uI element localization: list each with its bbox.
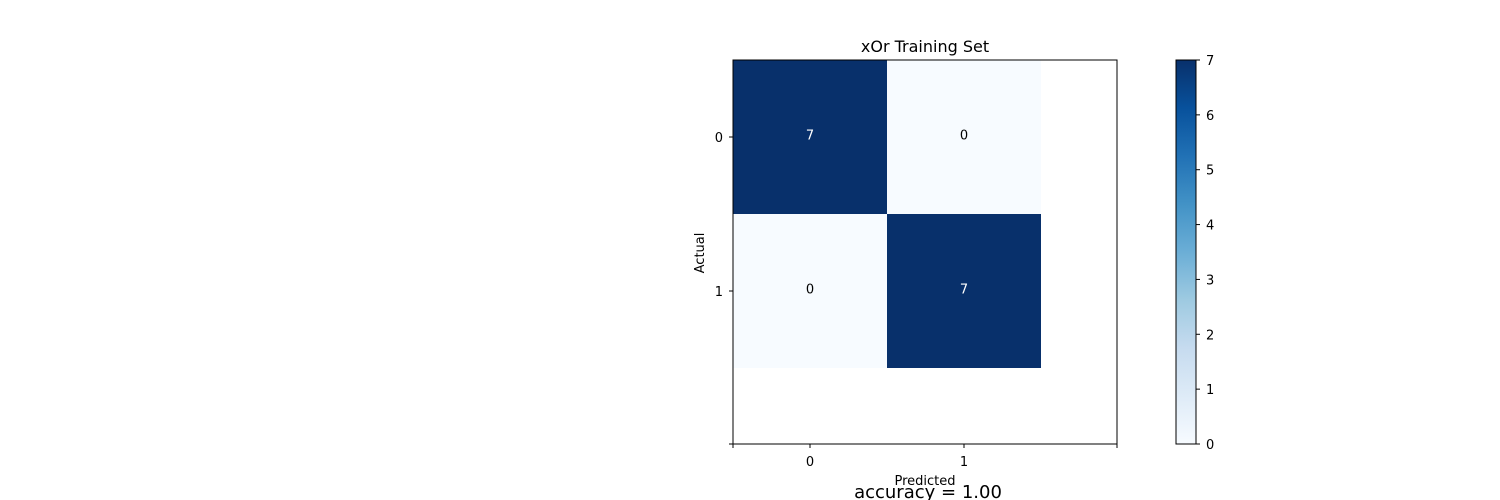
chart-title: xOr Training Set — [861, 37, 989, 56]
heatmap-cell — [887, 60, 1041, 214]
colorbar-tick-label: 4 — [1206, 219, 1214, 234]
colorbar-tick-label: 5 — [1206, 164, 1214, 179]
heatmap-cells: 7 0 0 7 — [733, 60, 1041, 368]
heatmap-cell — [887, 214, 1041, 368]
y-tick-label: 1 — [715, 285, 723, 300]
cell-value-label: 7 — [960, 283, 968, 298]
colorbar-tick-label: 3 — [1206, 273, 1214, 288]
colorbar-tick-label: 7 — [1206, 54, 1214, 69]
x-axis-label: Predicted — [894, 474, 955, 489]
colorbar-tick-label: 0 — [1206, 438, 1214, 453]
heatmap-cell — [733, 214, 887, 368]
cell-value-label: 7 — [806, 129, 814, 144]
x-tick-label: 0 — [806, 455, 814, 470]
cell-value-label: 0 — [806, 283, 814, 298]
heatmap-cell — [733, 60, 887, 214]
colorbar-tick-label: 6 — [1206, 109, 1214, 124]
colorbar — [1175, 59, 1197, 445]
colorbar-ticks: 0 1 2 3 4 5 6 7 — [1196, 54, 1214, 453]
y-axis-ticks: 01 — [715, 131, 733, 445]
plot-frame — [732, 59, 1118, 445]
y-axis-label: Actual — [693, 233, 708, 274]
accuracy-text: accuracy = 1.00 — [854, 482, 1002, 500]
colorbar-tick-label: 2 — [1206, 328, 1214, 343]
cell-value-label: 0 — [960, 129, 968, 144]
colorbar-tick-label: 1 — [1206, 383, 1214, 398]
y-tick-label: 0 — [715, 131, 723, 146]
x-tick-label: 1 — [960, 455, 968, 470]
